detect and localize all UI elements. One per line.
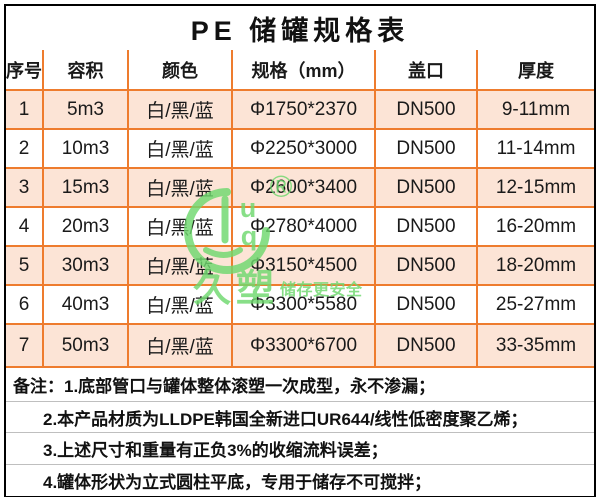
table-header-row: 序号 容积 颜色 规格（mm） 盖口 厚度	[6, 50, 594, 91]
table-row: 7 50m3 白/黑/蓝 Φ3300*6700 DN500 33-35mm	[6, 323, 594, 368]
cell-seq: 2	[6, 128, 44, 169]
cell-spec: Φ3150*4500	[231, 245, 376, 286]
cell-cover: DN500	[374, 245, 478, 286]
cell-cover: DN500	[374, 323, 478, 368]
cell-cover: DN500	[374, 206, 478, 247]
cell-spec: Φ3300*6700	[231, 323, 376, 368]
cell-seq: 5	[6, 245, 44, 286]
cell-volume: 15m3	[42, 167, 129, 208]
cell-color: 白/黑/蓝	[127, 89, 233, 130]
cell-volume: 20m3	[42, 206, 129, 247]
cell-seq: 1	[6, 89, 44, 130]
cell-volume: 30m3	[42, 245, 129, 286]
spec-table: 序号 容积 颜色 规格（mm） 盖口 厚度 1 5m3 白/黑/蓝 Φ1750*…	[6, 50, 594, 368]
cell-spec: Φ3300*5580	[231, 284, 376, 325]
cell-color: 白/黑/蓝	[127, 245, 233, 286]
note-line: 3.上述尺寸和重量有正负3%的收缩流料误差；	[6, 432, 594, 464]
note-line: 备注：1.底部管口与罐体整体滚塑一次成型，永不渗漏；	[6, 368, 594, 401]
cell-thickness: 9-11mm	[476, 89, 594, 130]
cell-volume: 40m3	[42, 284, 129, 325]
cell-seq: 3	[6, 167, 44, 208]
table-row: 6 40m3 白/黑/蓝 Φ3300*5580 DN500 25-27mm	[6, 284, 594, 325]
cell-thickness: 18-20mm	[476, 245, 594, 286]
col-header-spec: 规格（mm）	[231, 50, 376, 91]
cell-thickness: 33-35mm	[476, 323, 594, 368]
cell-spec: Φ2780*4000	[231, 206, 376, 247]
page-title: PE 储罐规格表	[6, 6, 594, 50]
table-row: 4 20m3 白/黑/蓝 Φ2780*4000 DN500 16-20mm	[6, 206, 594, 247]
cell-cover: DN500	[374, 89, 478, 130]
cell-color: 白/黑/蓝	[127, 284, 233, 325]
table-row: 1 5m3 白/黑/蓝 Φ1750*2370 DN500 9-11mm	[6, 89, 594, 130]
cell-seq: 4	[6, 206, 44, 247]
cell-color: 白/黑/蓝	[127, 323, 233, 368]
cell-cover: DN500	[374, 167, 478, 208]
cell-cover: DN500	[374, 284, 478, 325]
cell-seq: 7	[6, 323, 44, 368]
col-header-cover: 盖口	[374, 50, 478, 91]
cell-seq: 6	[6, 284, 44, 325]
cell-thickness: 12-15mm	[476, 167, 594, 208]
cell-volume: 10m3	[42, 128, 129, 169]
cell-volume: 50m3	[42, 323, 129, 368]
cell-cover: DN500	[374, 128, 478, 169]
col-header-thickness: 厚度	[476, 50, 594, 91]
cell-color: 白/黑/蓝	[127, 167, 233, 208]
cell-spec: Φ2600*3400	[231, 167, 376, 208]
col-header-seq: 序号	[6, 50, 44, 91]
cell-spec: Φ1750*2370	[231, 89, 376, 130]
notes-section: 备注：1.底部管口与罐体整体滚塑一次成型，永不渗漏； 2.本产品材质为LLDPE…	[6, 368, 594, 496]
note-line: 2.本产品材质为LLDPE韩国全新进口UR644/线性低密度聚乙烯；	[6, 401, 594, 432]
table-frame: PE 储罐规格表 序号 容积 颜色 规格（mm） 盖口 厚度 1 5m3 白/黑…	[4, 4, 596, 497]
cell-color: 白/黑/蓝	[127, 128, 233, 169]
col-header-volume: 容积	[42, 50, 129, 91]
col-header-color: 颜色	[127, 50, 233, 91]
cell-thickness: 25-27mm	[476, 284, 594, 325]
table-row: 5 30m3 白/黑/蓝 Φ3150*4500 DN500 18-20mm	[6, 245, 594, 286]
cell-color: 白/黑/蓝	[127, 206, 233, 247]
cell-volume: 5m3	[42, 89, 129, 130]
cell-spec: Φ2250*3000	[231, 128, 376, 169]
table-row: 3 15m3 白/黑/蓝 Φ2600*3400 DN500 12-15mm	[6, 167, 594, 208]
table-row: 2 10m3 白/黑/蓝 Φ2250*3000 DN500 11-14mm	[6, 128, 594, 169]
note-line: 4.罐体形状为立式圆柱平底，专用于储存不可搅拌；	[6, 464, 594, 496]
cell-thickness: 11-14mm	[476, 128, 594, 169]
cell-thickness: 16-20mm	[476, 206, 594, 247]
